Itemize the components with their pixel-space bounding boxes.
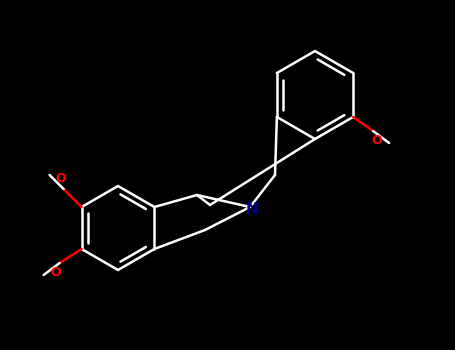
Text: N: N xyxy=(246,202,258,217)
Text: O: O xyxy=(56,173,66,186)
Text: O: O xyxy=(51,266,61,280)
Text: O: O xyxy=(372,134,382,147)
